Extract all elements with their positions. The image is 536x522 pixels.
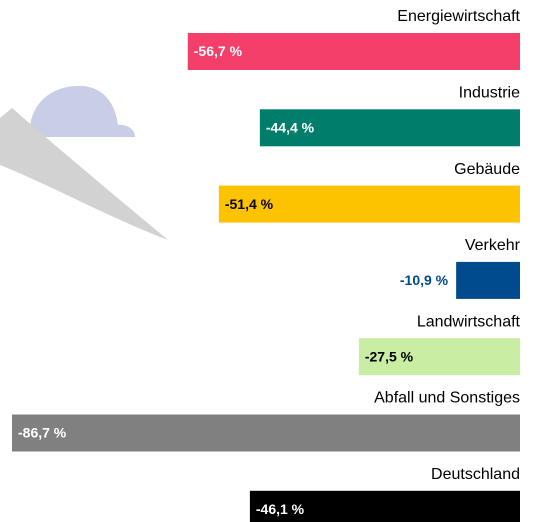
bar xyxy=(187,33,520,70)
decoration xyxy=(0,85,168,240)
bar xyxy=(12,414,520,452)
wing-shape xyxy=(0,108,168,240)
bar xyxy=(456,261,520,299)
bar xyxy=(358,338,520,376)
category-label: Abfall und Sonstiges xyxy=(374,390,520,407)
value-label: -56,7 % xyxy=(194,43,243,59)
value-label: -27,5 % xyxy=(365,348,414,364)
category-label: Energiewirtschaft xyxy=(397,8,520,25)
bar xyxy=(249,490,520,522)
bar xyxy=(218,185,520,223)
bar xyxy=(259,109,520,147)
value-label: -10,9 % xyxy=(400,272,449,288)
category-label: Industrie xyxy=(459,85,520,102)
category-label: Verkehr xyxy=(465,237,521,254)
category-label: Landwirtschaft xyxy=(417,313,521,330)
value-label: -86,7 % xyxy=(18,425,67,441)
category-label: Gebäude xyxy=(454,161,520,178)
category-label: Deutschland xyxy=(431,466,520,483)
value-label: -51,4 % xyxy=(225,196,274,212)
value-label: -44,4 % xyxy=(266,120,315,136)
cloud xyxy=(29,85,136,137)
value-label: -46,1 % xyxy=(256,501,305,517)
